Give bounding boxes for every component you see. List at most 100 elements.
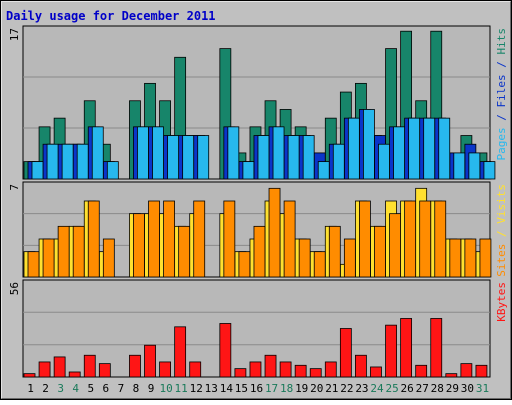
x-axis-day-labels: 1 2 3 4 5 6 7 8 9 10 11 12 13 14 15 16 17 18 19 20 21 22 23 24 2…: [27, 382, 489, 395]
bar-sites-day-16: [253, 225, 266, 278]
bar-sites-day-20: [313, 251, 326, 278]
day-label-9: 9: [148, 382, 155, 395]
bar-pages-day-31: [483, 161, 496, 180]
bar-pages-day-24: [378, 143, 390, 180]
bar-kbytes-day-16: [249, 361, 262, 378]
bar-pages-day-27: [423, 117, 436, 180]
bar-kbytes-day-26: [400, 318, 413, 378]
bar-sites-day-8: [133, 213, 145, 278]
bar-sites-day-26: [404, 200, 417, 278]
series-label-part: Hits: [495, 28, 508, 55]
bar-pages-day-9: [152, 126, 164, 180]
panel-3-plot-area: [22, 279, 491, 378]
bar-kbytes-day-3: [53, 356, 66, 378]
series-label-part: KBytes: [495, 282, 508, 322]
day-label-3: 3: [57, 382, 64, 395]
bar-pages-day-11: [182, 135, 195, 180]
bar-pages-day-1: [31, 161, 44, 180]
bar-pages-day-25: [393, 126, 405, 180]
panel-2: 7 Sites / Visits: [8, 181, 508, 278]
bar-kbytes-day-29: [445, 373, 458, 378]
bar-kbytes-day-20: [309, 368, 322, 378]
bar-pages-day-28: [438, 117, 451, 180]
panel-1-axis-max-label: 17: [8, 28, 21, 41]
bar-kbytes-day-30: [460, 363, 473, 378]
series-label-part: Sites: [495, 244, 508, 277]
bar-pages-day-29: [453, 152, 466, 180]
day-label-17: 17: [265, 382, 278, 395]
day-label-13: 13: [205, 382, 218, 395]
day-label-28: 28: [431, 382, 444, 395]
bar-sites-day-12: [193, 200, 206, 278]
bar-pages-day-17: [272, 126, 285, 180]
bar-sites-day-29: [449, 238, 462, 278]
bar-pages-day-6: [106, 161, 119, 180]
bar-kbytes-day-14: [219, 323, 232, 378]
bar-kbytes-day-27: [415, 364, 428, 378]
bar-kbytes-day-17: [264, 354, 277, 378]
bar-sites-day-14: [223, 200, 236, 278]
day-label-4: 4: [72, 382, 79, 395]
series-label-part: Files: [495, 74, 508, 107]
bar-pages-day-3: [61, 143, 74, 180]
frame-shadow: [1, 1, 511, 399]
series-label-part: /: [495, 55, 508, 75]
day-label-5: 5: [87, 382, 94, 395]
bar-kbytes-day-22: [339, 328, 352, 378]
bar-pages-day-21: [332, 143, 345, 180]
bar-kbytes-day-19: [294, 364, 307, 378]
panel-3-series-label: KBytes: [495, 282, 508, 322]
day-label-26: 26: [401, 382, 414, 395]
bar-pages-day-22: [347, 117, 360, 180]
day-label-19: 19: [295, 382, 308, 395]
day-label-21: 21: [325, 382, 338, 395]
day-label-23: 23: [355, 382, 368, 395]
bar-pages-day-15: [242, 161, 255, 180]
panel-1-series-label: Pages / Files / Hits: [495, 28, 508, 161]
bar-kbytes-day-9: [144, 344, 156, 378]
bar-sites-day-1: [27, 251, 40, 278]
bar-kbytes-day-31: [475, 364, 488, 378]
day-label-30: 30: [461, 382, 474, 395]
frame-highlight: [1, 1, 511, 399]
series-label-part: /: [495, 224, 508, 244]
bar-sites-day-15: [238, 251, 251, 278]
bar-sites-day-19: [298, 238, 311, 278]
day-label-15: 15: [235, 382, 248, 395]
bar-pages-day-10: [167, 135, 179, 180]
bar-pages-day-16: [257, 135, 270, 180]
bar-pages-day-5: [91, 126, 104, 180]
bar-sites-day-23: [359, 200, 371, 278]
bar-kbytes-day-1: [23, 373, 36, 378]
bar-sites-day-31: [479, 238, 492, 278]
day-label-31: 31: [476, 382, 489, 395]
bar-kbytes-day-15: [234, 368, 247, 378]
bar-sites-day-2: [42, 238, 55, 278]
panel-3: 56 KBytes: [8, 279, 508, 378]
bar-kbytes-day-2: [38, 361, 51, 378]
day-label-1: 1: [27, 382, 34, 395]
chart-title: Daily usage for December 2011: [6, 9, 216, 23]
bar-sites-day-9: [148, 200, 160, 278]
panel-2-series-label: Sites / Visits: [495, 184, 508, 277]
bar-sites-day-28: [434, 200, 447, 278]
bar-pages-day-18: [287, 135, 300, 180]
day-label-24: 24: [370, 382, 384, 395]
day-label-12: 12: [190, 382, 203, 395]
chart-panels: 17 Pages / Files / Hits 7 Sites / Visits 56 K…: [8, 25, 508, 378]
bar-sites-day-25: [389, 213, 401, 278]
series-label-part: Pages: [495, 127, 508, 160]
day-label-22: 22: [340, 382, 353, 395]
day-label-18: 18: [280, 382, 293, 395]
bar-kbytes-day-24: [370, 366, 382, 378]
day-label-8: 8: [133, 382, 140, 395]
bar-pages-day-30: [468, 152, 481, 180]
bar-sites-day-24: [374, 225, 386, 278]
bar-sites-day-22: [343, 238, 356, 278]
day-label-11: 11: [175, 382, 188, 395]
bar-sites-day-4: [72, 225, 85, 278]
day-label-25: 25: [385, 382, 398, 395]
day-label-29: 29: [446, 382, 459, 395]
